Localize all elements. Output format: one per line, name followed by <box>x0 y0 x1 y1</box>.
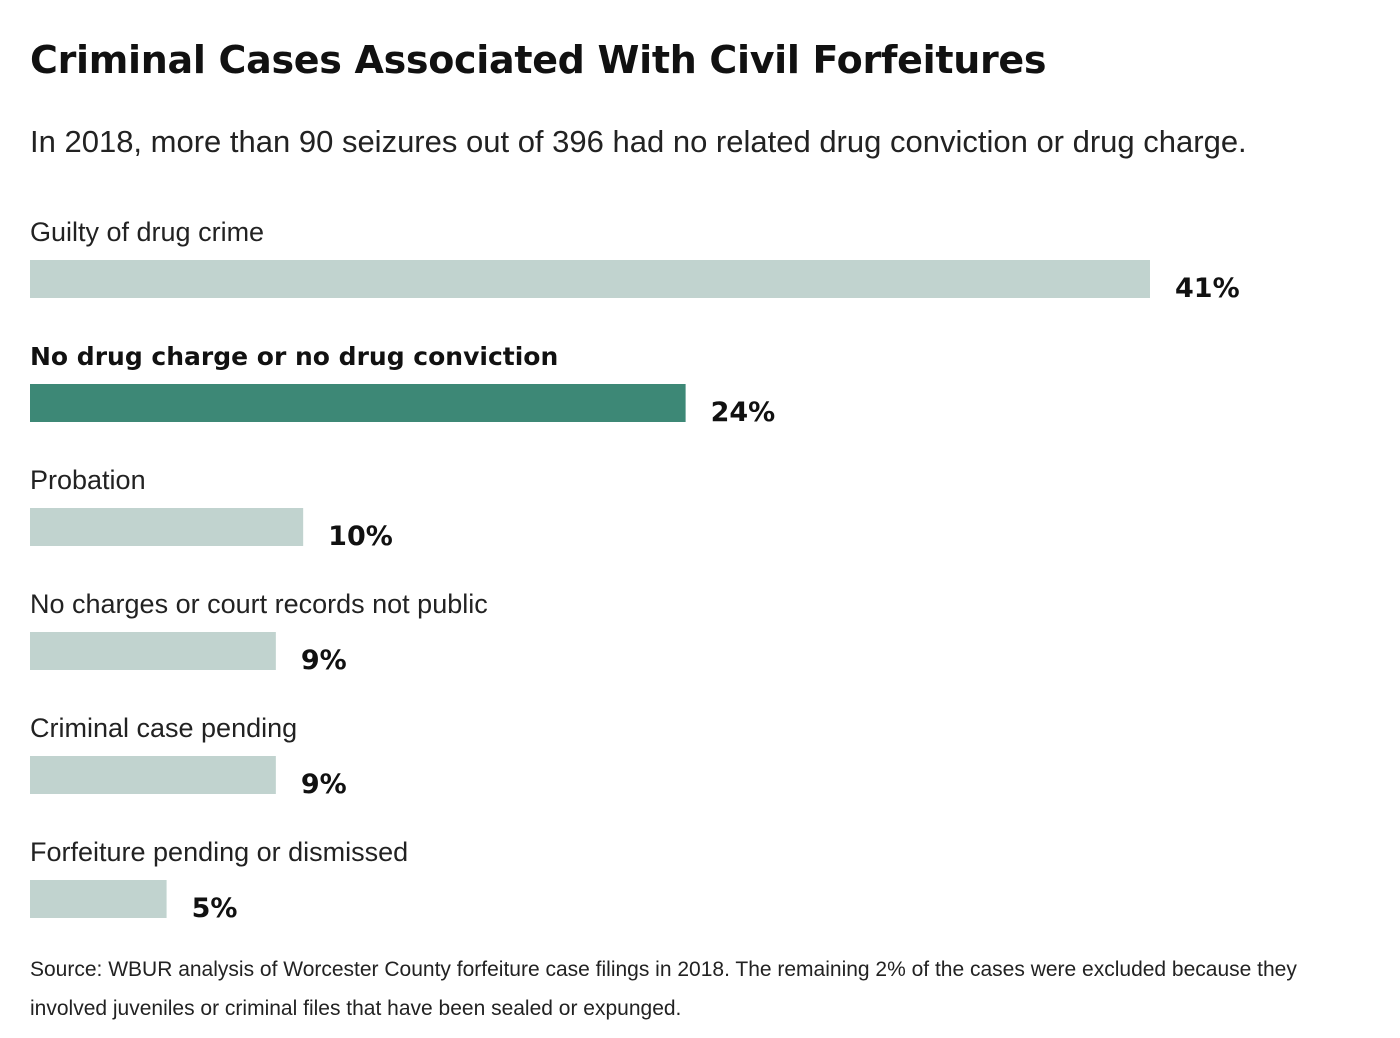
bar-criminal-case-pending <box>30 756 276 794</box>
value-label-forfeiture-pending-or-dismissed: 5% <box>192 893 238 924</box>
category-label-forfeiture-pending-or-dismissed: Forfeiture pending or dismissed <box>30 837 408 867</box>
bar-no-drug-charge-or-no-drug-conviction <box>30 384 686 422</box>
bar-chart: Guilty of drug crime 41% No drug charge or… <box>30 217 1240 924</box>
bar-guilty-of-drug-crime <box>30 260 1150 298</box>
category-label-criminal-case-pending: Criminal case pending <box>30 713 297 743</box>
category-label-probation: Probation <box>30 465 146 495</box>
value-label-no-drug-charge-or-no-drug-conviction: 24% <box>711 397 776 428</box>
value-label-guilty-of-drug-crime: 41% <box>1175 273 1240 304</box>
category-label-guilty-of-drug-crime: Guilty of drug crime <box>30 217 264 247</box>
bar-forfeiture-pending-or-dismissed <box>30 880 167 918</box>
value-label-probation: 10% <box>328 521 393 552</box>
bar-probation <box>30 508 304 546</box>
source-note: Source: WBUR analysis of Worcester Count… <box>30 958 1297 1020</box>
category-label-no-charges-or-court-records-not-public: No charges or court records not public <box>30 589 488 619</box>
chart-subtitle: In 2018, more than 90 seizures out of 39… <box>30 124 1247 159</box>
value-label-no-charges-or-court-records-not-public: 9% <box>301 645 347 676</box>
value-label-criminal-case-pending: 9% <box>301 769 347 800</box>
category-label-no-drug-charge-or-no-drug-conviction: No drug charge or no drug conviction <box>30 342 558 371</box>
chart-title: Criminal Cases Associated With Civil For… <box>30 38 1047 82</box>
bar-no-charges-or-court-records-not-public <box>30 632 276 670</box>
